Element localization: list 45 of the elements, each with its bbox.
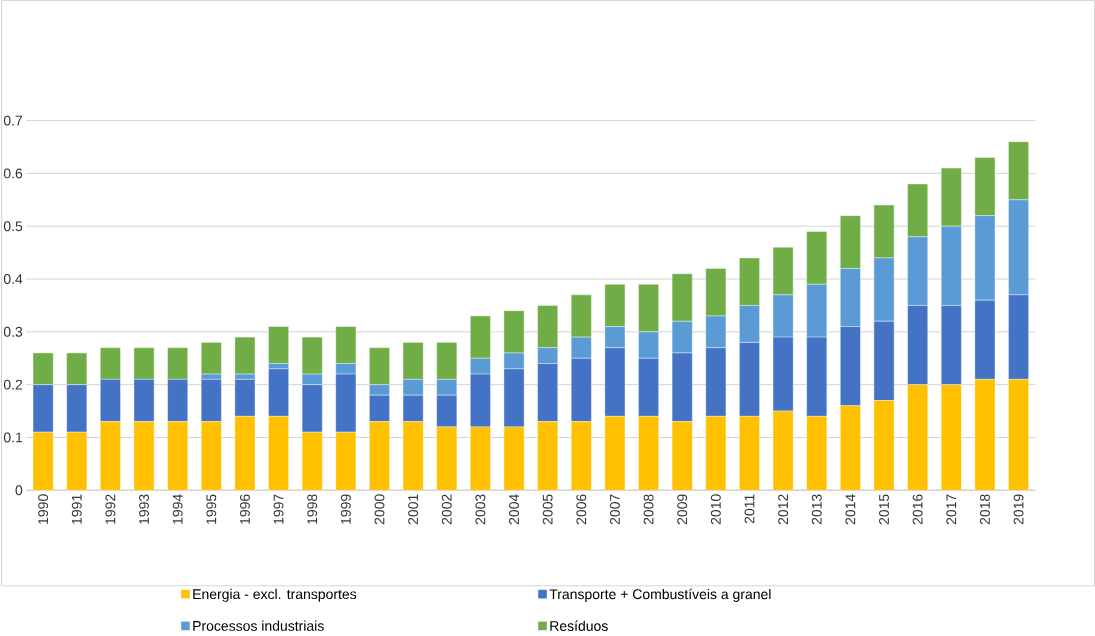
x-tick-label: 2012 [778,494,789,525]
x-tick-label: 2000 [374,494,385,525]
y-tick-label: 0.7 [3,115,23,126]
x-tick-label: 1996 [239,494,250,524]
x-tick-label: 1999 [340,494,351,524]
legend-label: Processos industriais [193,620,324,631]
x-tick-label: 2001 [408,494,419,525]
legend-label: Resíduos [550,620,608,631]
bar [234,336,256,375]
bar [268,326,289,364]
y-tick-label: 0.1 [3,432,23,443]
x-tick-label: 2013 [811,494,822,525]
x-tick-label: 1997 [273,494,284,524]
x-tick-label: 2011 [744,494,755,524]
x-tick-label: 2014 [845,494,856,525]
y-tick-label: 0.6 [3,168,23,179]
y-tick-label: 0.5 [3,221,23,232]
x-tick-label: 1993 [139,494,149,524]
x-tick-label: 2007 [609,494,620,525]
x-tick-label: 2019 [1013,494,1024,525]
x-tick-label: 2004 [509,494,519,525]
legend-label: Transporte + Combustíveis a granel [549,588,771,602]
y-tick-label: 0.2 [3,379,23,390]
x-tick-label: 2009 [677,494,688,525]
x-tick-label: 2006 [576,494,587,525]
x-tick-label: 2017 [946,494,957,525]
x-tick-label: 2015 [879,494,889,525]
x-tick-label: 1994 [172,494,183,524]
x-tick-label: 1990 [38,494,49,524]
y-tick-label: 0.4 [3,273,23,284]
x-tick-label: 2002 [441,494,452,525]
x-tick-label: 2008 [643,494,654,525]
x-tick-label: 2010 [710,494,721,525]
x-tick-label: 2003 [475,494,486,525]
x-tick-label: 2016 [912,494,923,525]
x-tick-label: 1998 [307,494,318,524]
y-tick-label: 0 [15,485,23,496]
y-tick-label: 0.3 [3,326,23,337]
x-tick-label: 2018 [979,494,990,525]
x-tick-label: 1995 [206,494,217,524]
bar [201,342,222,375]
x-tick-label: 2005 [542,494,553,525]
legend-label: Energia - excl. transportes [193,588,357,602]
x-tick-label: 1992 [105,494,116,524]
x-tick-label: 1991 [71,494,82,524]
